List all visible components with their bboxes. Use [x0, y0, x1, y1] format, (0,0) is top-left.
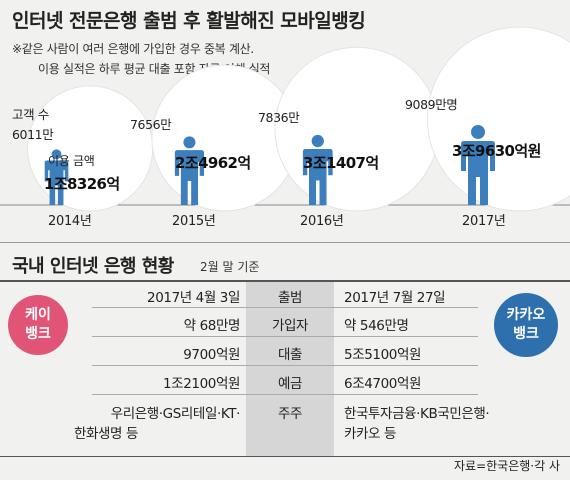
customers-label: 고객 수: [12, 107, 49, 122]
amount-bubble-2: [274, 46, 440, 212]
year-2015: 2015년: [172, 214, 216, 229]
note-1: ※같은 사람이 여러 은행에 가입한 경우 중복 계산.: [12, 42, 254, 56]
kakao-shareholders-1: 한국투자금융·KB국민은행·: [344, 406, 490, 422]
person-figure-2: [302, 134, 333, 205]
section2-title: 국내 인터넷 은행 현황: [12, 256, 174, 277]
label-column: [246, 280, 334, 456]
year-2017: 2017년: [462, 214, 506, 229]
amount-2017: 3조9630억원: [452, 142, 541, 160]
kakao-line-1: 카카오: [506, 307, 546, 323]
kakao-members: 약 546만명: [344, 318, 409, 334]
kbank-shareholders-2: 한화생명 등: [74, 426, 138, 442]
row-label-members: 가입자: [271, 318, 309, 334]
bubble-chart: [0, 26, 570, 212]
customers-2016: 7836만: [258, 110, 300, 125]
kakao-shareholders-2: 카카오 등: [344, 426, 396, 442]
row-label-launch: 출범: [277, 290, 303, 306]
row-label-loans: 대출: [277, 347, 303, 363]
kbank-line-1: 케이: [25, 307, 51, 323]
kakao-deposits: 6조4700억원: [344, 376, 422, 392]
amount-bubble-3: [426, 26, 570, 212]
customers-2015: 7656만: [130, 117, 172, 132]
kbank-line-2: 뱅크: [25, 326, 51, 342]
row-divider: [92, 394, 478, 395]
amount-2014: 1조8326억: [44, 175, 120, 193]
kbank-deposits: 1조2100억원: [162, 376, 240, 392]
kakao-line-2: 뱅크: [513, 326, 539, 342]
year-2016: 2016년: [300, 214, 344, 229]
person-figure-0: [44, 149, 69, 205]
kbank-launch: 2017년 4월 3일: [147, 290, 240, 306]
amount-2015: 2조4962억: [175, 154, 251, 172]
table-bottom-rule: [0, 456, 570, 457]
kbank-shareholders-1: 우리은행·GS리테일·KT·: [110, 406, 241, 422]
row-divider: [92, 336, 478, 337]
year-2014: 2014년: [48, 214, 92, 229]
amount-label: 이용 금액: [48, 154, 95, 168]
kakao-loans: 5조5100억원: [344, 347, 422, 363]
row-divider: [92, 365, 478, 366]
person-figure-3: [461, 125, 495, 205]
source: 자료=한국은행·각 사: [453, 459, 560, 473]
row-label-deposits: 예금: [277, 376, 303, 392]
person-figure-1: [174, 136, 205, 205]
row-label-shareholders: 주주: [277, 406, 303, 422]
amount-2016: 3조1407억: [303, 154, 379, 172]
section2-subtitle: 2월 말 기준: [200, 260, 260, 274]
chart-title: 인터넷 전문은행 출범 후 활발해진 모바일뱅킹: [12, 10, 366, 32]
customers-2014: 6011만: [12, 127, 54, 142]
section-divider: [0, 242, 570, 243]
customers-2017: 9089만명: [405, 97, 458, 112]
kbank-loans: 9700억원: [183, 347, 240, 363]
row-divider: [92, 307, 478, 308]
kakao-launch: 2017년 7월 27일: [344, 290, 446, 306]
table-top-rule: [0, 280, 570, 282]
kbank-members: 약 68만명: [183, 318, 241, 334]
